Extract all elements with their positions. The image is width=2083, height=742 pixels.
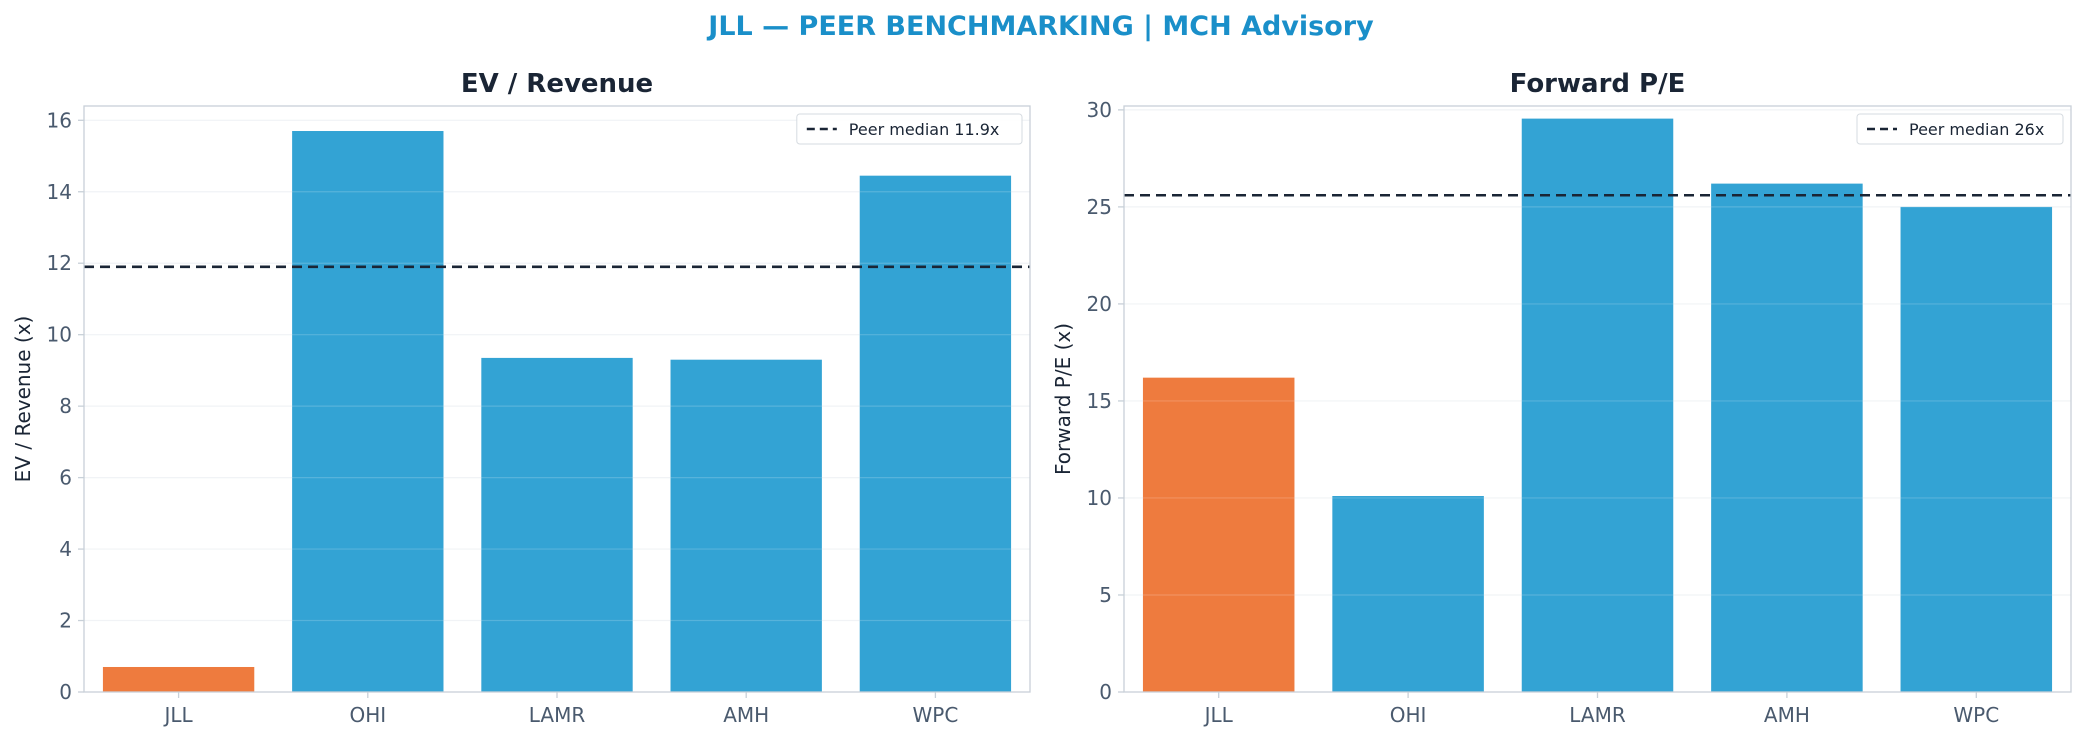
legend-box — [1856, 113, 2064, 145]
y-tick-label: 10 — [1087, 486, 1112, 510]
bar-lamr — [1521, 118, 1674, 693]
bar-amh — [670, 359, 822, 692]
legend-box — [796, 113, 1023, 145]
x-tick-label: JLL — [1203, 703, 1234, 727]
y-tick-label: 14 — [47, 180, 72, 204]
x-tick-label: LAMR — [529, 703, 586, 727]
legend: Peer median 11.9x — [796, 113, 1023, 145]
chart-ev-revenue: 0 2 4 6 8 10 12 14 16 JLL OHI LAMR AMH WPC EV / Revenu… — [11, 69, 1031, 727]
bar-wpc — [859, 175, 1012, 693]
panel-title: Forward P/E — [1510, 69, 1686, 99]
bar-jll — [1142, 377, 1295, 692]
y-tick-label: 16 — [47, 108, 72, 132]
y-tick-label: 25 — [1087, 195, 1112, 219]
y-tick-label: 0 — [59, 680, 72, 704]
x-tick-label: OHI — [1390, 703, 1427, 727]
y-tick-label: 2 — [59, 609, 72, 633]
y-tick-label: 20 — [1087, 292, 1112, 316]
legend-label: Peer median 11.9x — [849, 120, 1000, 139]
y-tick-label: 4 — [59, 537, 72, 561]
y-tick-label: 12 — [47, 251, 72, 275]
bar-lamr — [481, 357, 633, 692]
x-tick-label: AMH — [1764, 703, 1810, 727]
y-tick-label: 15 — [1087, 389, 1112, 413]
y-axis-label: Forward P/E (x) — [1051, 323, 1075, 475]
legend: Peer median 26x — [1856, 113, 2064, 145]
x-tick-label: JLL — [163, 703, 194, 727]
x-tick-label: WPC — [1953, 703, 1999, 727]
chart-forward-pe: 0 5 10 15 20 25 30 JLL OHI LAMR AMH WPC Forward P/E F… — [1051, 69, 2072, 727]
y-tick-label: 30 — [1087, 98, 1112, 122]
bar-wpc — [1900, 206, 2053, 692]
bar-jll — [102, 666, 255, 692]
y-axis-label: EV / Revenue (x) — [11, 316, 35, 483]
bar-amh — [1711, 183, 1863, 692]
y-tick-label: 5 — [1099, 583, 1112, 607]
x-tick-label: AMH — [723, 703, 769, 727]
x-tick-label: LAMR — [1569, 703, 1626, 727]
bar-ohi — [292, 131, 444, 692]
x-tick-label: WPC — [912, 703, 958, 727]
x-tick-label: OHI — [349, 703, 386, 727]
legend-label: Peer median 26x — [1909, 120, 2044, 139]
bar-ohi — [1332, 496, 1484, 692]
figure-title: JLL — PEER BENCHMARKING | MCH Advisory — [706, 11, 1374, 42]
panel-title: EV / Revenue — [461, 69, 653, 99]
y-tick-label: 10 — [47, 323, 72, 347]
y-tick-label: 8 — [59, 394, 72, 418]
y-tick-label: 0 — [1099, 680, 1112, 704]
y-tick-label: 6 — [59, 466, 72, 490]
